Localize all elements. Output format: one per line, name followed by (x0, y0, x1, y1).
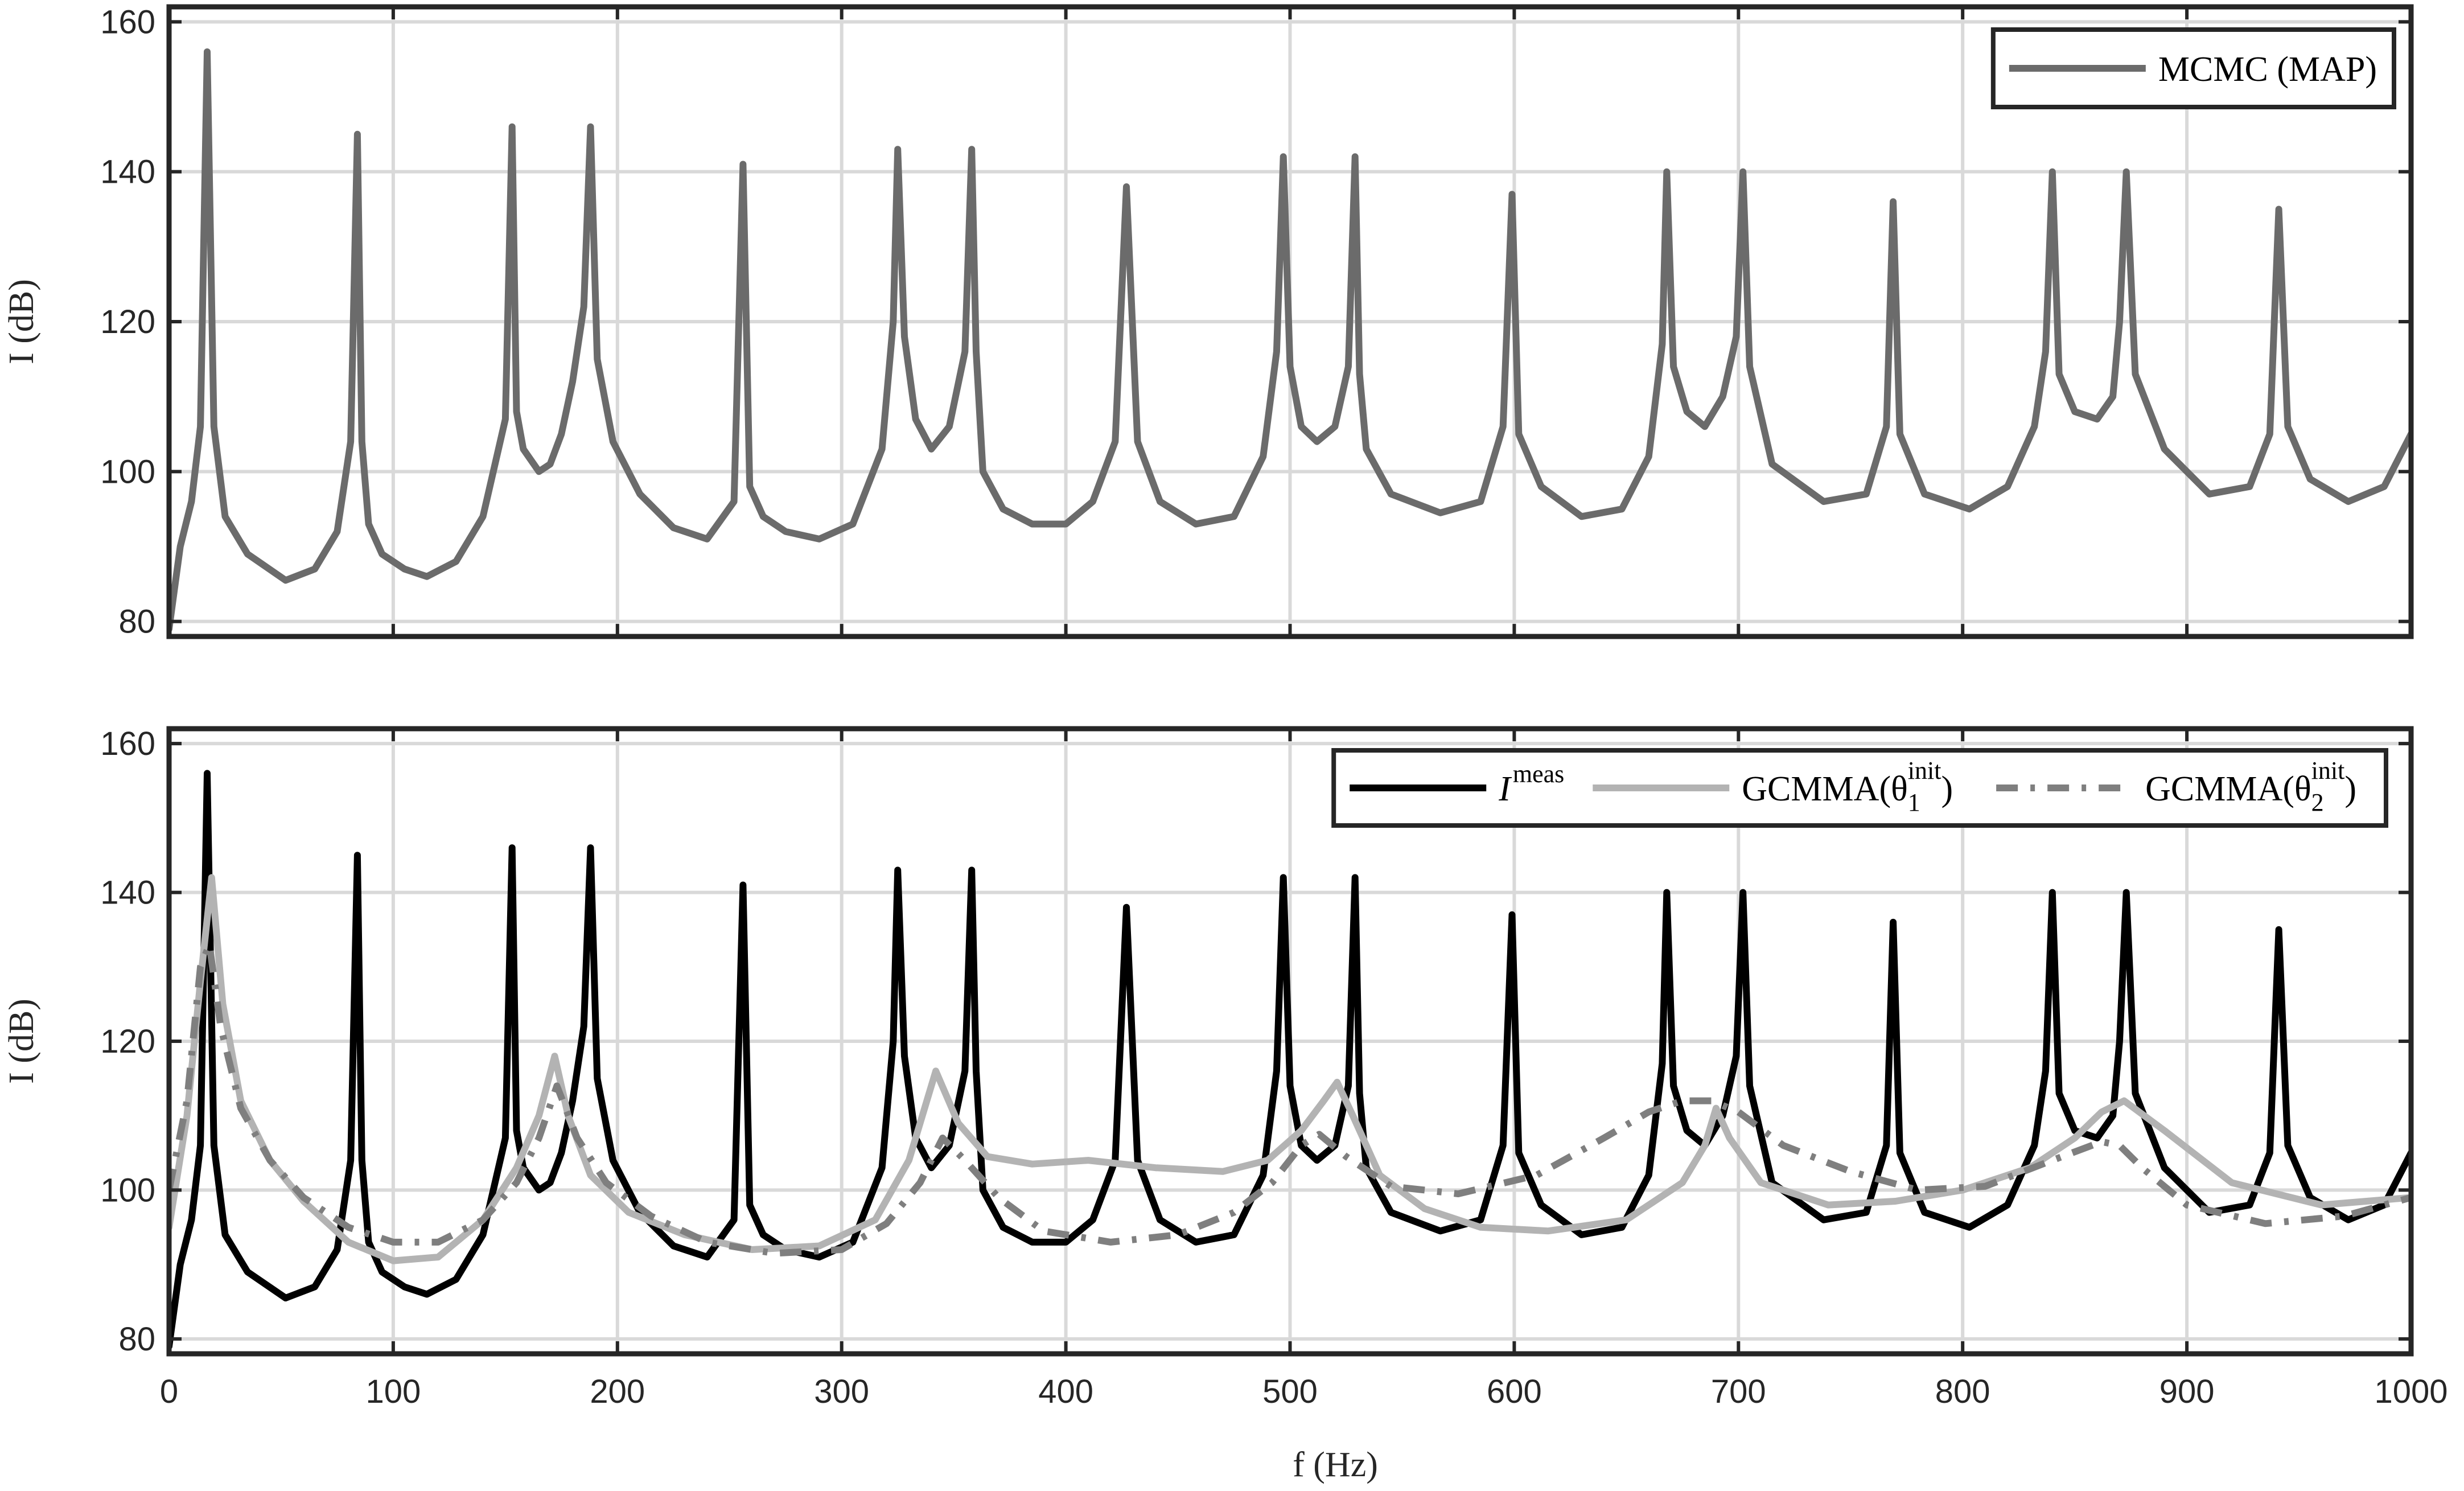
y-tick-label: 100 (100, 1172, 155, 1209)
legend-item-3: GCMMA(θ2init) (1996, 757, 2356, 816)
chart-panel-top: 80 100 120 140 160 I (dB) MCMC (MAP) (2, 3, 2414, 640)
y-tick-label: 160 (100, 3, 155, 40)
legend-box (1331, 748, 2388, 828)
x-tick-label: 600 (1487, 1373, 1542, 1410)
legend-label: GCMMA(θ2init) (2145, 757, 2356, 816)
series-group (169, 770, 2411, 1350)
y-tick-label: 120 (100, 1023, 155, 1060)
series-line-3 (169, 941, 2411, 1257)
x-tick-label: 200 (590, 1373, 645, 1410)
y-axis-label: I (dB) (2, 999, 41, 1084)
x-tick-label: 300 (814, 1373, 869, 1410)
y-tick-label: 140 (100, 874, 155, 911)
ticks: 80 100 120 140 160 (100, 3, 2413, 640)
x-tick-label: 0 (160, 1373, 178, 1410)
legend-label: Imeas (1498, 760, 1564, 808)
y-tick-label: 160 (100, 725, 155, 762)
legend-label: GCMMA(θ1init) (1742, 757, 1953, 816)
chart-panel-bottom: 0 100 200 300 400 500 600 700 800 900 1000 80 100 120… (2, 725, 2448, 1410)
x-tick-label: 500 (1262, 1373, 1318, 1410)
x-tick-label: 1000 (2374, 1373, 2447, 1410)
legend-item-1: Imeas (1350, 760, 1564, 808)
x-tick-label: 700 (1711, 1373, 1766, 1410)
legend-item-1: MCMC (MAP) (2009, 50, 2377, 89)
x-tick-label: 100 (366, 1373, 421, 1410)
y-tick-label: 120 (100, 303, 155, 340)
series-line-1 (169, 48, 2411, 632)
series-line-1 (169, 770, 2411, 1350)
y-tick-label: 140 (100, 154, 155, 191)
x-tick-label: 400 (1038, 1373, 1093, 1410)
y-tick-label: 80 (118, 603, 155, 640)
y-axis-label: I (dB) (2, 279, 41, 364)
legend: Imeas GCMMA(θ1init) GCMMA(θ2init) (1331, 748, 2388, 828)
legend: MCMC (MAP) (1990, 27, 2396, 109)
legend-label: MCMC (MAP) (2158, 50, 2377, 89)
series-group (169, 48, 2411, 632)
x-tick-label: 800 (1935, 1373, 1990, 1410)
x-tick-label: 900 (2159, 1373, 2215, 1410)
y-tick-label: 80 (118, 1321, 155, 1358)
y-tick-label: 100 (100, 453, 155, 490)
series-line-2 (169, 874, 2411, 1264)
legend-item-2: GCMMA(θ1init) (1593, 757, 1953, 816)
ticks: 0 100 200 300 400 500 600 700 800 900 1000 80 100 120… (100, 725, 2447, 1410)
x-axis-label: f (Hz) (1293, 1445, 1378, 1484)
